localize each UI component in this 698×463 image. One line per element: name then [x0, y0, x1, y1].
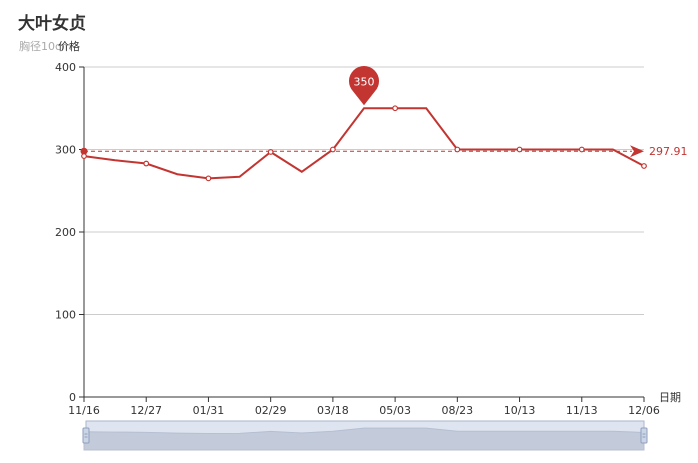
axes: 0 100 200 300 400 11/16 12/27 01/31 02/29 03/18 05… [55, 61, 681, 417]
zoom-handle-right[interactable] [640, 427, 648, 444]
x-tick-label: 11/16 [68, 404, 100, 417]
data-zoom-slider[interactable] [82, 420, 648, 451]
mark-line-arrow [630, 145, 644, 158]
y-tick-label: 200 [55, 226, 76, 239]
x-tick-label: 05/03 [379, 404, 411, 417]
x-tick-label: 10/13 [504, 404, 536, 417]
y-tick-label: 100 [55, 309, 76, 322]
x-tick-label: 03/18 [317, 404, 349, 417]
legend-item-price[interactable]: 价格 [58, 40, 80, 53]
x-tick-label: 01/31 [193, 404, 225, 417]
data-point [143, 160, 150, 167]
series-line [83, 107, 645, 180]
zoom-handle-left[interactable] [82, 427, 90, 444]
y-tick-label: 0 [69, 391, 76, 404]
data-point [329, 146, 336, 153]
data-point [516, 146, 523, 153]
y-tick-label: 300 [55, 144, 76, 157]
data-point [205, 175, 212, 182]
y-tick-label: 400 [55, 61, 76, 74]
x-tick-label: 02/29 [255, 404, 287, 417]
mark-line-start [80, 147, 88, 155]
mark-point-pin [349, 66, 380, 106]
chart-subtitle: 胸径10cm [19, 40, 72, 53]
data-point [392, 105, 399, 112]
mark-line-label: 297.91 [649, 145, 688, 158]
series-price [81, 105, 647, 182]
data-point [641, 163, 647, 169]
data-point [81, 153, 87, 160]
data-point [454, 146, 461, 153]
chart-title: 大叶女贞 [18, 14, 86, 34]
max-mark-point: 350 [349, 66, 380, 106]
average-mark-line: 297.91 [80, 145, 688, 158]
data-point [578, 146, 585, 153]
x-tick-label: 08/23 [441, 404, 473, 417]
data-point [267, 149, 274, 155]
mark-point-label: 350 [354, 75, 375, 88]
x-axis-title: 日期 [659, 391, 681, 404]
x-tick-label: 11/13 [566, 404, 598, 417]
zoom-shadow-series [83, 427, 645, 451]
x-tick-label: 12/27 [130, 404, 162, 417]
x-tick-label: 12/06 [628, 404, 660, 417]
